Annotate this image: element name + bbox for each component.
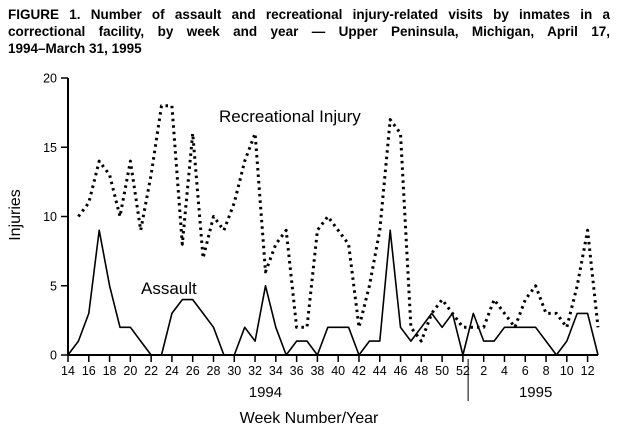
- x-axis-label: Week Number/Year: [239, 410, 379, 427]
- figure-title-line-3: 1994–March 31, 1995: [8, 41, 142, 56]
- figure-title-line-2: correctional facility, by week and year …: [8, 24, 610, 39]
- svg-text:12: 12: [581, 364, 595, 378]
- svg-text:18: 18: [103, 364, 117, 378]
- svg-text:52: 52: [456, 364, 470, 378]
- svg-text:28: 28: [207, 364, 221, 378]
- svg-text:10: 10: [560, 364, 574, 378]
- figure-title: FIGURE 1. Number of assault and recreati…: [0, 0, 618, 57]
- svg-text:48: 48: [414, 364, 428, 378]
- svg-text:38: 38: [310, 364, 324, 378]
- svg-text:42: 42: [352, 364, 366, 378]
- svg-text:10: 10: [43, 210, 57, 224]
- svg-text:16: 16: [82, 364, 96, 378]
- svg-text:24: 24: [165, 364, 179, 378]
- svg-text:34: 34: [269, 364, 283, 378]
- svg-text:4: 4: [501, 364, 508, 378]
- svg-text:8: 8: [543, 364, 550, 378]
- svg-text:32: 32: [248, 364, 262, 378]
- svg-text:26: 26: [186, 364, 200, 378]
- svg-text:15: 15: [43, 141, 57, 155]
- svg-text:30: 30: [227, 364, 241, 378]
- svg-text:46: 46: [394, 364, 408, 378]
- figure-title-line-1: FIGURE 1. Number of assault and recreati…: [8, 7, 610, 22]
- svg-text:6: 6: [522, 364, 529, 378]
- svg-text:20: 20: [123, 364, 137, 378]
- series-label-recreational-injury: Recreational Injury: [219, 107, 361, 126]
- svg-text:50: 50: [435, 364, 449, 378]
- svg-text:44: 44: [373, 364, 387, 378]
- svg-text:5: 5: [50, 279, 57, 293]
- svg-text:1995: 1995: [519, 384, 552, 401]
- svg-text:20: 20: [43, 72, 57, 86]
- y-axis-label: Injuries: [7, 189, 24, 241]
- svg-text:14: 14: [61, 364, 75, 378]
- series-label-assault: Assault: [141, 279, 197, 298]
- svg-text:40: 40: [331, 364, 345, 378]
- svg-text:1994: 1994: [249, 384, 282, 401]
- svg-text:0: 0: [50, 349, 57, 363]
- svg-text:2: 2: [480, 364, 487, 378]
- svg-text:22: 22: [144, 364, 158, 378]
- svg-text:36: 36: [290, 364, 304, 378]
